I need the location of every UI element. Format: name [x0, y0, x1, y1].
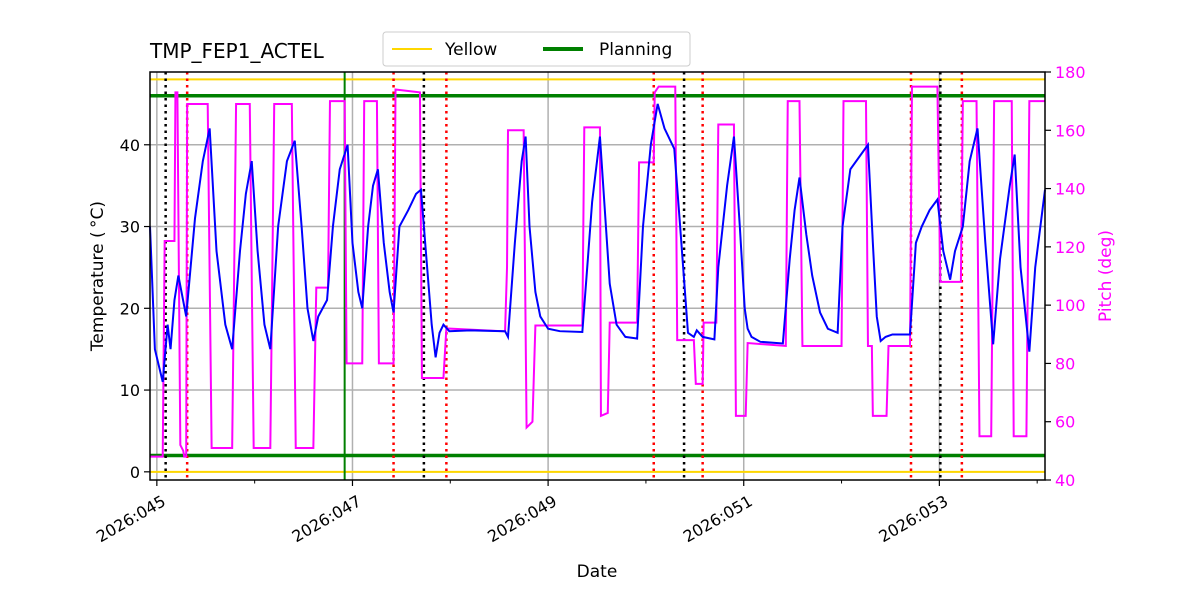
legend-label-yellow: Yellow [444, 40, 497, 60]
y2-tick-label: 100 [1055, 296, 1086, 315]
x-tick-label: 2026:047 [289, 491, 365, 546]
y2-tick-label: 60 [1055, 413, 1075, 432]
x-tick-label: 2026:053 [875, 491, 951, 546]
y-tick-label: 20 [120, 299, 140, 318]
y2-tick-label: 180 [1055, 63, 1086, 82]
y-tick-label: 0 [130, 463, 140, 482]
legend-box [382, 31, 691, 67]
y2-tick-label: 160 [1055, 121, 1086, 140]
series [149, 85, 1046, 458]
x-tick-label: 2026:051 [680, 491, 756, 546]
temperature-line [149, 103, 1046, 383]
y2-tick-label: 140 [1055, 180, 1086, 199]
pitch-line [150, 85, 1045, 458]
plot-frame [149, 71, 1046, 481]
y2-tick-label: 80 [1055, 354, 1075, 373]
y2-tick-label: 40 [1055, 471, 1075, 490]
y-tick-label: 10 [120, 381, 140, 400]
chart-title: TMP_FEP1_ACTEL [149, 39, 325, 63]
legend: Yellow Planning [382, 31, 691, 67]
y2-axis-label: Pitch (deg) [1096, 230, 1116, 322]
x-tick-label: 2026:045 [93, 491, 169, 546]
x-axis-label: Date [577, 562, 618, 582]
y2-tick-label: 120 [1055, 238, 1086, 257]
y-tick-label: 40 [120, 136, 140, 155]
legend-label-planning: Planning [599, 40, 672, 60]
axes: 2026:045 2026:047 2026:049 2026:051 2026:053… [93, 63, 1086, 546]
y-tick-label: 30 [120, 218, 140, 237]
y-axis-label: Temperature ( °C) [88, 201, 108, 352]
x-tick-label: 2026:049 [484, 491, 560, 546]
